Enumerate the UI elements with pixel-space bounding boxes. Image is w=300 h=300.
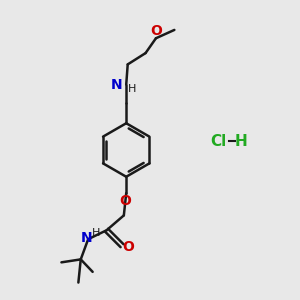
Text: O: O: [150, 24, 162, 38]
Text: H: H: [234, 134, 247, 148]
Text: N: N: [111, 78, 122, 92]
Text: H: H: [128, 84, 136, 94]
Text: O: O: [123, 240, 134, 254]
Text: O: O: [120, 194, 132, 208]
Text: Cl: Cl: [210, 134, 226, 148]
Text: H: H: [92, 228, 101, 238]
Text: N: N: [81, 231, 92, 245]
